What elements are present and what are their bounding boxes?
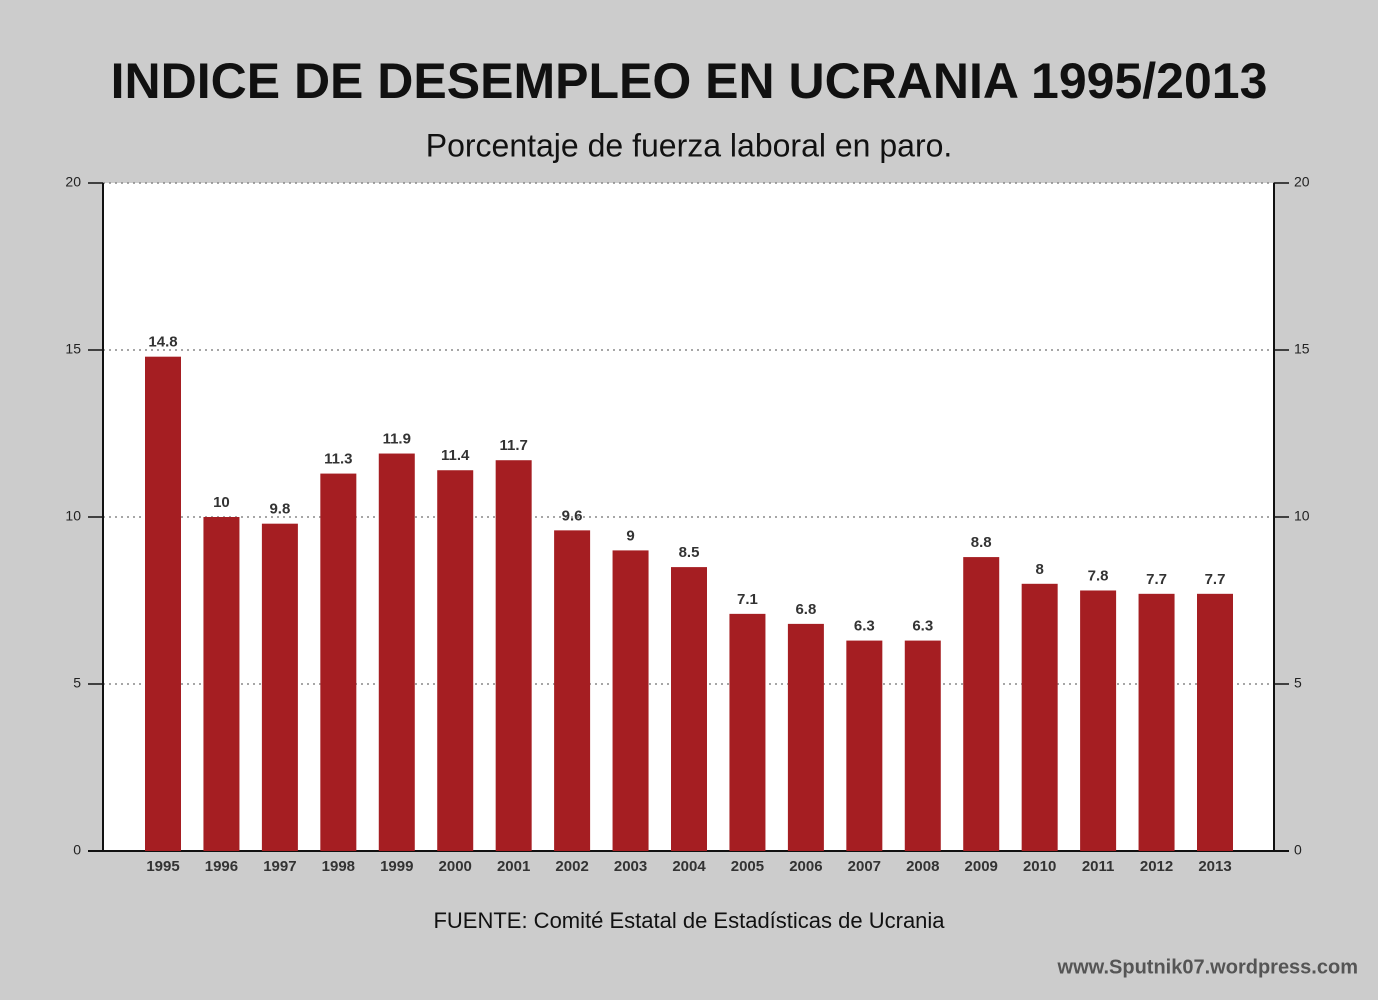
- value-label: 6.3: [854, 618, 875, 635]
- value-label: 8.5: [679, 544, 700, 561]
- value-label: 7.1: [737, 591, 758, 608]
- x-tick-label: 2012: [1140, 858, 1173, 875]
- value-label: 6.8: [795, 601, 816, 618]
- bar: [729, 613, 766, 851]
- chart-title: INDICE DE DESEMPLEO EN UCRANIA 1995/2013: [111, 53, 1268, 109]
- y2-tick-label: 15: [1294, 341, 1310, 357]
- chart-subtitle: Porcentaje de fuerza laboral en paro.: [426, 127, 953, 163]
- bar: [495, 460, 532, 851]
- value-label: 6.3: [912, 618, 933, 635]
- x-tick-label: 2002: [555, 858, 588, 875]
- bar: [1080, 590, 1117, 851]
- value-label: 9: [626, 527, 634, 544]
- bar: [846, 640, 883, 851]
- bar: [1138, 593, 1175, 851]
- value-label: 11.9: [383, 431, 411, 448]
- bar: [554, 530, 591, 851]
- value-label: 9.8: [269, 501, 290, 518]
- bar: [612, 550, 649, 851]
- bar: [963, 557, 1000, 851]
- value-label: 7.8: [1088, 567, 1109, 584]
- x-tick-label: 2011: [1082, 858, 1115, 875]
- value-label: 7.7: [1205, 571, 1226, 588]
- x-tick-label: 2003: [614, 858, 647, 875]
- value-label: 10: [213, 494, 230, 511]
- x-tick-label: 2000: [439, 858, 472, 875]
- value-label: 11.7: [499, 437, 527, 454]
- bar: [904, 640, 941, 851]
- x-tick-label: 2004: [672, 858, 706, 875]
- y2-tick-label: 0: [1294, 842, 1302, 858]
- x-tick-label: 2001: [497, 858, 530, 875]
- bar: [203, 517, 240, 851]
- x-tick-label: 1996: [205, 858, 238, 875]
- bar: [378, 453, 415, 851]
- y-tick-label: 0: [73, 842, 81, 858]
- bar: [320, 473, 357, 851]
- x-tick-label: 1999: [380, 858, 413, 875]
- value-label: 8.8: [971, 534, 992, 551]
- bar: [1021, 583, 1058, 851]
- x-tick-label: 2007: [848, 858, 881, 875]
- x-tick-label: 2010: [1023, 858, 1056, 875]
- x-tick-label: 2013: [1198, 858, 1231, 875]
- bar: [671, 567, 707, 851]
- value-label: 7.7: [1146, 571, 1167, 588]
- y2-tick-label: 10: [1294, 508, 1310, 524]
- y-tick-label: 10: [65, 508, 81, 524]
- y-tick-label: 5: [73, 675, 81, 691]
- y2-tick-label: 20: [1294, 174, 1310, 190]
- watermark: www.Sputnik07.wordpress.com: [1057, 956, 1358, 978]
- x-tick-label: 1998: [322, 858, 355, 875]
- y2-tick-label: 5: [1294, 675, 1302, 691]
- value-label: 9.6: [562, 507, 583, 524]
- bar: [145, 356, 181, 851]
- source-note: FUENTE: Comité Estatal de Estadísticas d…: [433, 908, 945, 933]
- x-tick-label: 1995: [146, 858, 179, 875]
- x-tick-label: 2008: [906, 858, 939, 875]
- x-tick-label: 2009: [965, 858, 998, 875]
- x-tick-label: 2005: [731, 858, 764, 875]
- x-tick-label: 1997: [263, 858, 296, 875]
- y-tick-label: 15: [65, 341, 81, 357]
- x-tick-label: 2006: [789, 858, 822, 875]
- value-label: 11.4: [441, 447, 470, 464]
- value-label: 8: [1035, 561, 1043, 578]
- bar: [1197, 593, 1233, 851]
- bar: [787, 623, 824, 851]
- value-label: 14.8: [148, 334, 177, 351]
- value-label: 11.3: [324, 451, 352, 468]
- y-tick-label: 20: [65, 174, 81, 190]
- bar: [437, 470, 474, 851]
- bar: [261, 523, 298, 851]
